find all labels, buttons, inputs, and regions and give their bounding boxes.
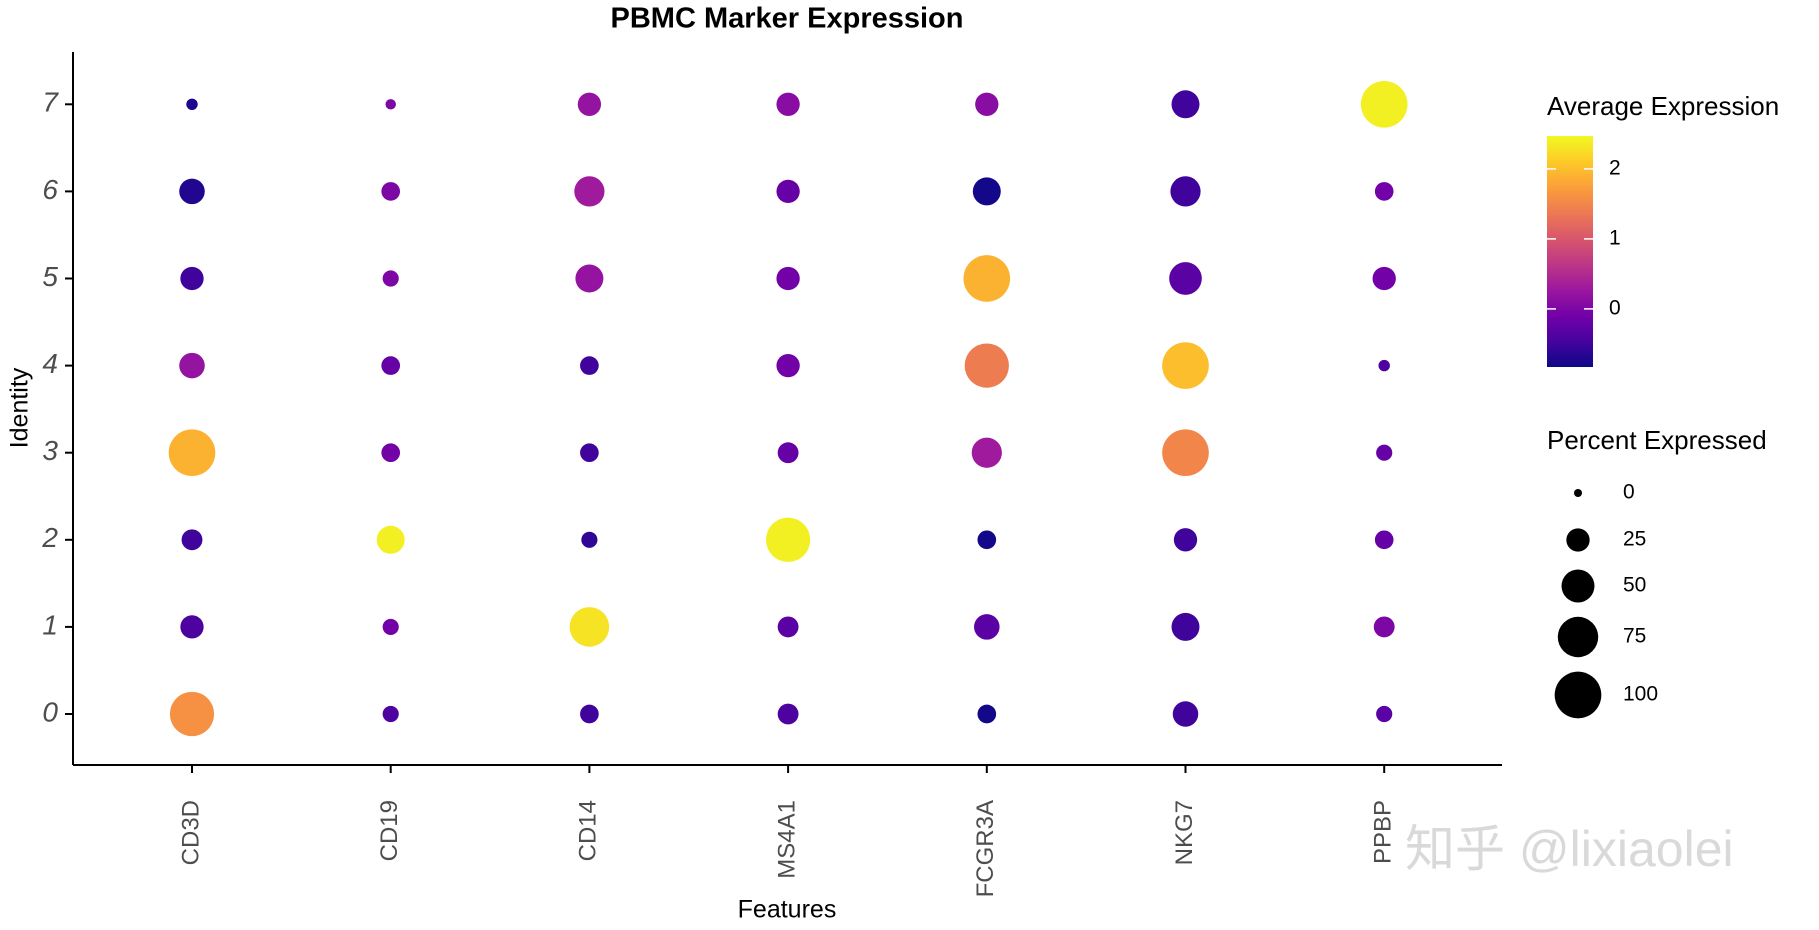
dot: [1372, 266, 1396, 291]
dot: [972, 177, 1001, 206]
size-legend-dot: [1566, 528, 1590, 552]
dot: [964, 343, 1009, 388]
chart-title: PBMC Marker Expression: [611, 3, 964, 35]
dot: [385, 99, 396, 110]
y-axis-label: Identity: [6, 367, 34, 448]
x-axis-label: Features: [738, 896, 837, 924]
dot: [376, 525, 405, 554]
dot: [975, 92, 999, 116]
dot: [777, 616, 799, 638]
x-tick-label: CD19: [376, 800, 403, 861]
dot: [1162, 342, 1209, 389]
size-legend-dot: [1554, 671, 1602, 719]
colorbar-tick-label: 2: [1609, 156, 1621, 179]
dot: [575, 264, 604, 293]
dot: [1373, 616, 1395, 638]
watermark: 知乎 @lixiaolei: [1405, 821, 1734, 877]
dot: [1171, 612, 1200, 641]
y-tick-label: 4: [42, 348, 58, 379]
dot: [382, 618, 399, 635]
dot: [1360, 80, 1408, 128]
dot: [1171, 90, 1200, 119]
dot: [777, 442, 799, 464]
x-tick-label: NKG7: [1171, 800, 1198, 865]
dot: [1169, 262, 1202, 295]
dot: [777, 703, 799, 725]
dot: [580, 356, 599, 375]
colorbar: [1547, 136, 1593, 367]
y-tick-label: 0: [42, 696, 58, 727]
colorbar-tick-label: 1: [1609, 226, 1621, 249]
dot: [977, 530, 997, 550]
dot: [765, 517, 811, 562]
dot: [977, 704, 997, 724]
dot: [1374, 182, 1394, 201]
dot: [381, 356, 401, 375]
size-legend-dot: [1557, 616, 1599, 658]
dot: [1162, 429, 1209, 477]
dot: [1173, 528, 1198, 552]
y-tick-label: 2: [41, 522, 58, 553]
dot: [181, 529, 203, 551]
dot: [1170, 176, 1201, 207]
size-legend-dot: [1574, 489, 1582, 497]
dot: [179, 178, 205, 205]
x-tick-label: CD14: [575, 800, 602, 861]
dot: [381, 182, 401, 201]
dot: [1376, 444, 1393, 461]
dot: [580, 443, 599, 463]
size-legend-label: 0: [1623, 481, 1635, 504]
dot: [1172, 701, 1199, 727]
dot: [382, 270, 399, 287]
dot: [186, 98, 198, 111]
y-tick-label: 6: [42, 174, 58, 205]
size-legend-label: 50: [1623, 574, 1646, 597]
size-legend-label: 75: [1623, 625, 1646, 648]
x-tick-label: CD3D: [177, 800, 204, 865]
dot: [776, 266, 800, 291]
dot: [581, 531, 598, 548]
y-tick-label: 1: [42, 609, 58, 640]
dot: [1374, 530, 1394, 550]
dot: [574, 176, 605, 207]
size-legend-label: 25: [1623, 528, 1646, 551]
dot: [580, 704, 599, 724]
size-legend-dot: [1561, 569, 1595, 603]
dot: [776, 353, 800, 378]
y-tick-label: 7: [42, 87, 59, 118]
dot: [963, 255, 1011, 302]
dot: [776, 179, 800, 204]
x-tick-label: FCGR3A: [972, 800, 999, 897]
dot: [577, 92, 602, 116]
dot: [180, 615, 204, 639]
dot: [569, 607, 610, 647]
dot: [169, 691, 215, 737]
size-legend-title: Percent Expressed: [1547, 425, 1767, 455]
color-legend-title: Average Expression: [1547, 91, 1779, 121]
dot: [974, 614, 1000, 640]
dot: [1378, 359, 1390, 372]
dot: [1376, 705, 1393, 723]
x-tick-label: MS4A1: [773, 800, 800, 879]
size-legend-label: 100: [1623, 683, 1658, 706]
dot: [381, 443, 401, 463]
dot: [168, 429, 216, 477]
y-tick-label: 5: [42, 261, 58, 292]
dot: [971, 437, 1002, 468]
dot: [179, 352, 205, 379]
y-tick-label: 3: [42, 435, 58, 466]
dot: [180, 266, 204, 291]
colorbar-tick-label: 0: [1609, 296, 1621, 319]
dot: [776, 92, 800, 116]
x-tick-label: PPBP: [1370, 800, 1397, 864]
dot: [382, 705, 399, 723]
